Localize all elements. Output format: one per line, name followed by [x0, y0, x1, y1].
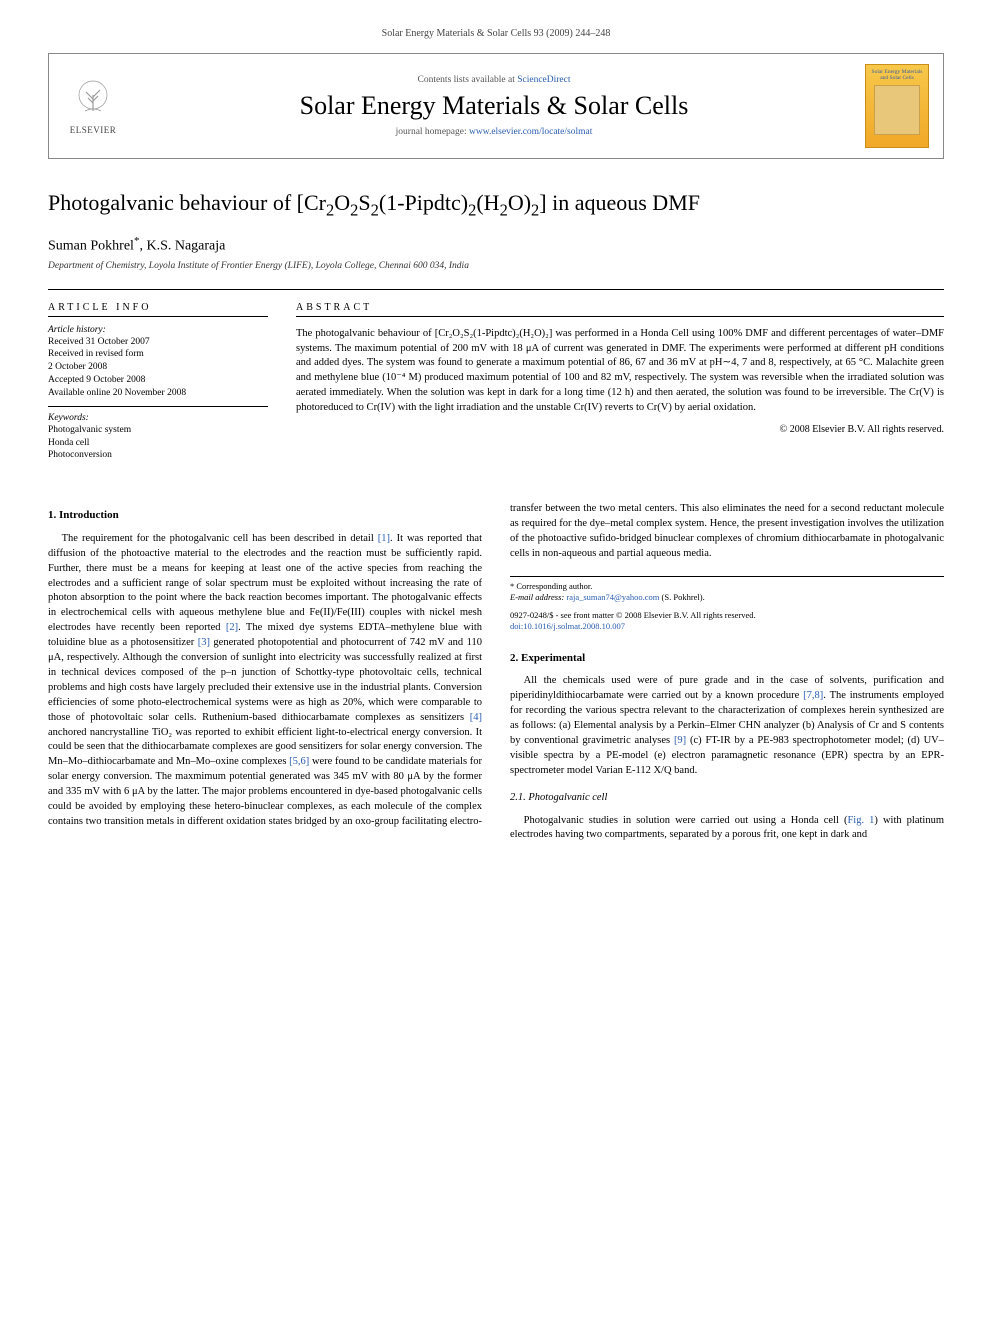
keyword-3: Photoconversion [48, 449, 268, 462]
footnote-block: * Corresponding author. E-mail address: … [510, 576, 944, 633]
email-label: E-mail address: [510, 592, 566, 602]
email-tail: (S. Pokhrel). [659, 592, 704, 602]
title-text: O [334, 190, 350, 215]
ref-link-9[interactable]: [9] [674, 735, 686, 746]
title-text: O) [508, 190, 531, 215]
title-text: ] in aqueous DMF [539, 190, 700, 215]
corresponding-author-note: * Corresponding author. [510, 581, 944, 592]
section-1-heading: 1. Introduction [48, 508, 482, 524]
history-online: Available online 20 November 2008 [48, 387, 268, 400]
ref-link-3[interactable]: [3] [198, 637, 210, 648]
photogalvanic-cell-paragraph: Photogalvanic studies in solution were c… [510, 814, 944, 844]
article-history-block: Article history: Received 31 October 200… [48, 325, 268, 407]
history-received: Received 31 October 2007 [48, 336, 268, 349]
body-text: Photogalvanic studies in solution were c… [524, 815, 848, 826]
journal-homepage-link[interactable]: www.elsevier.com/locate/solmat [469, 127, 592, 137]
journal-homepage-line: journal homepage: www.elsevier.com/locat… [141, 127, 847, 137]
article-title: Photogalvanic behaviour of [Cr2O2S2(1-Pi… [48, 189, 944, 221]
doi-link[interactable]: doi:10.1016/j.solmat.2008.10.007 [510, 621, 625, 631]
ref-link-5-6[interactable]: [5,6] [289, 756, 309, 767]
ref-link-1[interactable]: [1] [378, 533, 390, 544]
body-two-column: 1. Introduction The requirement for the … [48, 502, 944, 843]
email-link[interactable]: raja_suman74@yahoo.com [566, 592, 659, 602]
history-label: Article history: [48, 325, 268, 335]
title-sub: 2 [371, 200, 379, 219]
journal-cover-title: Solar Energy Materials and Solar Cells [870, 69, 924, 81]
author-list: Suman Pokhrel*, K.S. Nagaraja [48, 235, 944, 255]
author-2: K.S. Nagaraja [146, 239, 225, 254]
article-info-column: article info Article history: Received 3… [48, 302, 268, 463]
journal-masthead: ELSEVIER Contents lists available at Sci… [48, 53, 944, 159]
body-text: . It was reported that diffusion of the … [48, 533, 482, 633]
issn-line: 0927-0248/$ - see front matter © 2008 El… [510, 610, 944, 621]
contents-available-line: Contents lists available at ScienceDirec… [141, 75, 847, 85]
author-1: Suman Pokhrel [48, 239, 134, 254]
elsevier-wordmark: ELSEVIER [70, 125, 117, 135]
email-line: E-mail address: raja_suman74@yahoo.com (… [510, 592, 944, 603]
contents-available-prefix: Contents lists available at [417, 75, 517, 85]
running-head: Solar Energy Materials & Solar Cells 93 … [48, 28, 944, 39]
ref-link-7-8[interactable]: [7,8] [803, 690, 823, 701]
journal-name: Solar Energy Materials & Solar Cells [141, 91, 847, 121]
body-text: The requirement for the photogalvanic ce… [62, 533, 378, 544]
doi-line: doi:10.1016/j.solmat.2008.10.007 [510, 621, 944, 632]
history-accepted: Accepted 9 October 2008 [48, 374, 268, 387]
title-text: (H [476, 190, 499, 215]
experimental-paragraph: All the chemicals used were of pure grad… [510, 674, 944, 778]
journal-homepage-prefix: journal homepage: [396, 127, 469, 137]
title-sub: 2 [500, 200, 508, 219]
abstract-copyright: © 2008 Elsevier B.V. All rights reserved… [296, 424, 944, 435]
masthead-center: Contents lists available at ScienceDirec… [141, 75, 847, 137]
abstract-text: The photogalvanic behaviour of [Cr₂O₂S₂(… [296, 327, 944, 416]
journal-cover-thumbnail: Solar Energy Materials and Solar Cells [865, 64, 929, 148]
keyword-1: Photogalvanic system [48, 424, 268, 437]
title-text: S [358, 190, 370, 215]
abstract-column: abstract The photogalvanic behaviour of … [296, 302, 944, 463]
title-text: (1-Pipdtc) [379, 190, 468, 215]
section-2-heading: 2. Experimental [510, 651, 944, 667]
keyword-2: Honda cell [48, 437, 268, 450]
history-revised-2: 2 October 2008 [48, 361, 268, 374]
title-sub: 2 [326, 200, 334, 219]
affiliation: Department of Chemistry, Loyola Institut… [48, 261, 944, 271]
abstract-heading: abstract [296, 302, 944, 317]
title-text: Photogalvanic behaviour of [Cr [48, 190, 326, 215]
elsevier-tree-icon [70, 77, 116, 123]
subsection-2-1-heading: 2.1. Photogalvanic cell [510, 791, 944, 806]
article-info-heading: article info [48, 302, 268, 317]
fig-link-1[interactable]: Fig. 1 [847, 815, 874, 826]
body-text: generated photopotential and photocurren… [48, 637, 482, 723]
ref-link-4[interactable]: [4] [470, 712, 482, 723]
info-abstract-row: article info Article history: Received 3… [48, 289, 944, 463]
keywords-block: Keywords: Photogalvanic system Honda cel… [48, 413, 268, 462]
journal-cover-image [874, 85, 920, 135]
elsevier-logo: ELSEVIER [63, 71, 123, 141]
sciencedirect-link[interactable]: ScienceDirect [517, 75, 570, 85]
ref-link-2[interactable]: [2] [226, 622, 238, 633]
history-revised-1: Received in revised form [48, 348, 268, 361]
keywords-label: Keywords: [48, 413, 268, 423]
